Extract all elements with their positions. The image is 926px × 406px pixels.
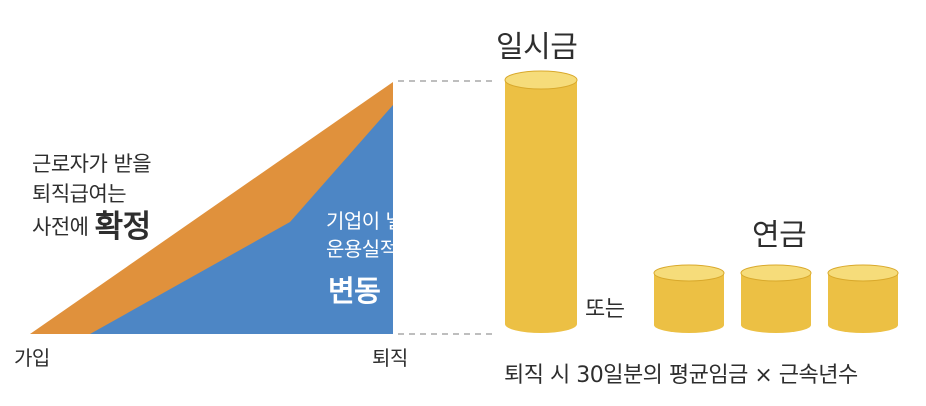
benefit-line-3: 사전에 확정: [32, 212, 151, 243]
pension-cylinder: [827, 264, 899, 333]
contribution-variable-label: 변동: [328, 274, 381, 308]
lumpsum-cylinder: [504, 70, 578, 333]
benefit-line-1: 근로자가 받을: [32, 152, 152, 176]
pension-cylinder: [653, 264, 725, 333]
axis-end-label: 퇴직: [372, 346, 408, 370]
contribution-area: [90, 105, 393, 334]
pension-cylinder: [740, 264, 812, 333]
formula-text: 퇴직 시 30일분의 평균임금 × 근속년수: [504, 363, 858, 388]
benefit-line-2: 퇴직급여는: [32, 182, 127, 206]
lumpsum-title: 일시금: [496, 30, 578, 65]
benefit-line-3-small: 사전에: [32, 215, 89, 239]
or-label: 또는: [585, 297, 625, 322]
contribution-line-1: 기업이 낼 부담금은: [326, 209, 481, 233]
pension-title: 연금: [752, 218, 807, 253]
benefit-fixed-label: 확정: [94, 209, 152, 245]
contribution-line-2: 운용실적에 따라: [326, 237, 458, 261]
axis-start-label: 가입: [14, 346, 50, 370]
